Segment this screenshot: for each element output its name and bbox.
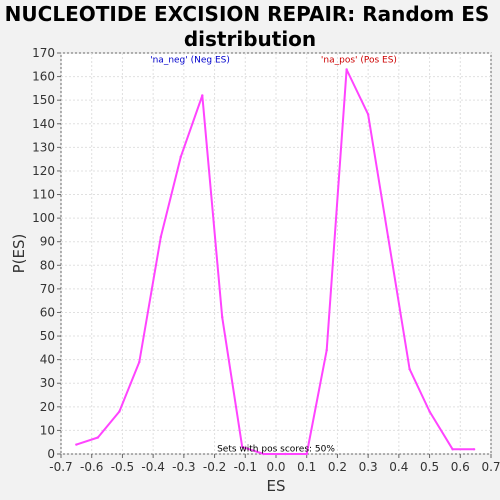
annotation-layer: 'na_neg' (Neg ES) 'na_pos' (Pos ES) Sets w… bbox=[150, 55, 397, 454]
y-tick-label: 0 bbox=[47, 447, 55, 461]
x-tick-label: 0.3 bbox=[359, 460, 378, 474]
data-point bbox=[386, 235, 390, 239]
y-tick-label: 150 bbox=[32, 93, 55, 107]
y-tick-label: 90 bbox=[40, 235, 55, 249]
data-point bbox=[75, 443, 78, 446]
series-annotation: 'na_pos' (Pos ES) bbox=[321, 55, 397, 65]
y-tick-label: 160 bbox=[32, 70, 55, 84]
data-point bbox=[345, 68, 348, 71]
x-tick-label: 0.7 bbox=[481, 460, 500, 474]
axis-layer: 0 10 20 30 40 50 60 70 80 90 100 110 120 130 140 150 160… bbox=[32, 46, 500, 474]
data-point bbox=[428, 410, 431, 413]
data-point bbox=[179, 155, 182, 158]
data-point bbox=[159, 235, 163, 239]
x-tick-label: 0.2 bbox=[328, 460, 347, 474]
series-layer bbox=[75, 68, 476, 456]
x-axis-title: ES bbox=[267, 477, 286, 495]
pos-scores-note: Sets with pos scores: 50% bbox=[217, 445, 335, 455]
y-tick-label: 110 bbox=[32, 188, 55, 202]
series-line bbox=[76, 68, 475, 455]
data-point bbox=[118, 410, 121, 413]
chart-title-line-2: distribution bbox=[184, 27, 316, 51]
y-tick-label: 120 bbox=[32, 164, 55, 178]
data-point bbox=[241, 445, 244, 449]
y-tick-label: 100 bbox=[32, 211, 55, 225]
x-tick-label: -0.6 bbox=[80, 460, 103, 474]
x-tick-label: 0.6 bbox=[451, 460, 470, 474]
data-point bbox=[305, 452, 308, 456]
chart-title-line-1: NUCLEOTIDE EXCISION REPAIR: Random ES bbox=[5, 2, 490, 26]
data-point bbox=[138, 360, 141, 364]
y-tick-label: 170 bbox=[32, 46, 55, 60]
x-tick-label: -0.4 bbox=[141, 460, 164, 474]
y-tick-label: 80 bbox=[40, 258, 55, 272]
series-annotation: 'na_neg' (Neg ES) bbox=[150, 55, 230, 65]
x-tick-label: 0.1 bbox=[297, 460, 316, 474]
x-tick-label: 0.5 bbox=[420, 460, 439, 474]
data-point bbox=[366, 113, 370, 116]
x-tick-label: -0.5 bbox=[111, 460, 134, 474]
y-axis-title: P(ES) bbox=[10, 234, 28, 274]
y-tick-label: 40 bbox=[40, 353, 55, 367]
y-tick-label: 140 bbox=[32, 117, 55, 131]
x-tick-label: -0.7 bbox=[49, 460, 72, 474]
data-point bbox=[221, 315, 224, 319]
data-point bbox=[262, 452, 265, 456]
y-tick-label: 50 bbox=[40, 329, 55, 343]
data-point bbox=[96, 436, 100, 439]
x-tick-label: -0.1 bbox=[234, 460, 257, 474]
x-tick-label: -0.3 bbox=[172, 460, 195, 474]
data-point bbox=[284, 452, 287, 456]
data-point bbox=[408, 367, 411, 371]
data-point bbox=[325, 349, 328, 352]
data-point bbox=[201, 94, 204, 97]
x-tick-label: 0.4 bbox=[389, 460, 408, 474]
data-point bbox=[451, 448, 454, 451]
y-tick-label: 130 bbox=[32, 140, 55, 154]
data-point bbox=[472, 448, 476, 451]
x-tick-label: 0.0 bbox=[266, 460, 285, 474]
y-tick-label: 60 bbox=[40, 305, 55, 319]
x-tick-label: -0.2 bbox=[203, 460, 226, 474]
grid-layer bbox=[60, 52, 492, 455]
y-tick-label: 70 bbox=[40, 282, 55, 296]
y-tick-label: 10 bbox=[40, 423, 55, 437]
y-tick-label: 20 bbox=[40, 400, 55, 414]
y-tick-label: 30 bbox=[40, 376, 55, 390]
